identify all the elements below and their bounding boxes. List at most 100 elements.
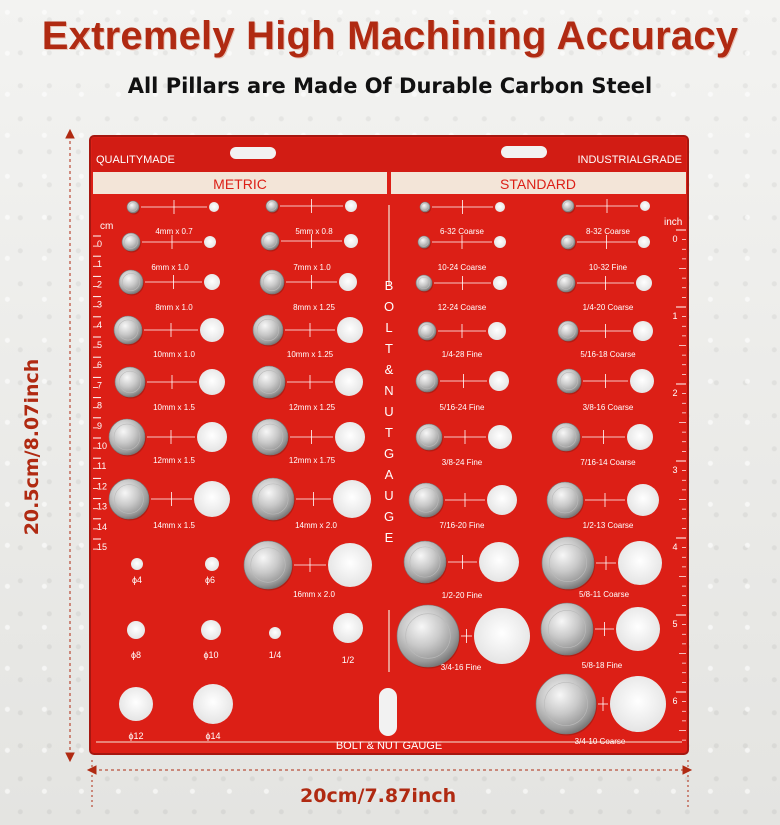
nut-hole	[339, 273, 357, 291]
size-label: 5/8-11 Coarse	[579, 590, 630, 599]
gauge-size-station: 4mm x 0.7	[126, 200, 219, 236]
nut-hole	[618, 541, 662, 585]
dimension-lines	[65, 128, 693, 808]
nut-hole	[640, 201, 650, 211]
inch-tick-label: 0	[672, 234, 677, 244]
bottom-label: BOLT & NUT GAUGE	[336, 740, 442, 752]
bolt-pillar	[535, 673, 597, 735]
nut-hole	[201, 620, 221, 640]
bolt-pillar	[541, 536, 595, 590]
gauge-size-station: 8mm x 1.0	[118, 269, 220, 312]
size-label: 5mm x 0.8	[295, 227, 333, 236]
inch-tick-label: 4	[672, 542, 677, 552]
size-label: 14mm x 2.0	[295, 521, 337, 530]
nut-hole	[193, 684, 233, 724]
bolt-pillar	[126, 200, 140, 214]
size-label: 8mm x 1.0	[155, 303, 193, 312]
gauge-size-station: 1/2-20 Fine	[403, 540, 519, 600]
nut-hole	[488, 322, 506, 340]
size-label: ϕ8	[131, 650, 141, 660]
nut-hole	[616, 607, 660, 651]
red-plate	[89, 135, 689, 755]
bolt-pillar	[396, 604, 460, 668]
gauge-size-station: 3/8-24 Fine	[415, 423, 512, 467]
size-label: 12mm x 1.5	[153, 456, 195, 465]
gauge-size-station: 10-32 Fine	[560, 234, 650, 272]
size-label: 4mm x 0.7	[155, 227, 193, 236]
cm-tick-label: 11	[97, 461, 106, 471]
page-title: Extremely High Machining Accuracy	[41, 14, 739, 58]
gauge-size-station: 1/4-20 Coarse	[556, 273, 652, 312]
plain-hole: ϕ8	[127, 621, 145, 660]
nut-hole	[333, 613, 363, 643]
nut-hole	[333, 480, 371, 518]
gauge-size-station: 8mm x 1.25	[259, 269, 357, 312]
nut-hole	[344, 234, 358, 248]
nut-hole	[638, 236, 650, 248]
gauge-size-station: 1/4-28 Fine	[417, 321, 506, 359]
gauge-size-station: 10mm x 1.25	[252, 314, 363, 359]
size-label: ϕ14	[205, 731, 220, 741]
industrialgrade-label: INDUSTRIALGRADE	[577, 154, 682, 166]
cm-tick-label: 1	[97, 259, 102, 269]
size-label: ϕ10	[203, 650, 218, 660]
size-label: 3/4-10 Coarse	[575, 737, 626, 746]
gauge-size-station: 10mm x 1.5	[114, 366, 225, 412]
gauge-size-station: 3/4-16 Fine	[396, 604, 530, 672]
gauge-size-station: 7/16-14 Coarse	[551, 422, 653, 467]
gauge-size-station: 12mm x 1.75	[251, 418, 365, 465]
nut-hole	[131, 558, 143, 570]
size-label: ϕ12	[128, 731, 143, 741]
size-label: ϕ6	[205, 575, 215, 585]
height-dimension: 20.5cm/8.07inch	[21, 358, 43, 536]
bolt-pillar	[417, 235, 431, 249]
inch-unit-label: inch	[664, 217, 682, 228]
nut-hole	[345, 200, 357, 212]
cm-tick-label: 4	[97, 320, 102, 330]
size-label: ϕ4	[132, 575, 142, 585]
bolt-pillar	[114, 366, 146, 398]
bolt-pillar	[561, 199, 575, 213]
bolt-pillar	[251, 477, 295, 521]
gauge-size-station: 7mm x 1.0	[260, 231, 358, 272]
bolt-pillar	[243, 540, 293, 590]
plain-hole: ϕ12	[119, 687, 153, 741]
inch-tick-label: 1	[672, 311, 677, 321]
nut-hole	[205, 557, 219, 571]
cm-tick-label: 8	[97, 401, 102, 411]
nut-hole	[269, 627, 281, 639]
gauge-size-station: 12mm x 1.5	[108, 418, 227, 465]
nut-hole	[335, 368, 363, 396]
nut-hole	[495, 202, 505, 212]
size-label: 3/8-16 Coarse	[583, 403, 634, 412]
page-subtitle: All Pillars are Made Of Durable Carbon S…	[127, 74, 653, 98]
plain-hole: 1/2	[333, 613, 363, 665]
cm-tick-label: 6	[97, 360, 102, 370]
size-label: 6mm x 1.0	[151, 263, 189, 272]
size-label: 7/16-20 Fine	[440, 521, 485, 530]
cm-tick-label: 9	[97, 421, 102, 431]
bolt-pillar	[252, 314, 284, 346]
width-dimension: 20cm/7.87inch	[300, 785, 457, 807]
size-label: 5/8-18 Fine	[582, 661, 623, 670]
cm-tick-label: 2	[97, 279, 102, 289]
gauge-size-station: 16mm x 2.0	[243, 540, 372, 599]
gauge-size-station: 5/16-18 Coarse	[557, 320, 653, 359]
nut-hole	[127, 621, 145, 639]
standard-header-band	[391, 172, 686, 194]
nut-hole	[487, 485, 517, 515]
cm-tick-label: 12	[97, 481, 107, 491]
nut-hole	[209, 202, 219, 212]
inch-ruler: inch 0 1 2 3 4 5 6	[664, 217, 686, 741]
nut-hole	[204, 274, 220, 290]
plain-hole: ϕ10	[201, 620, 221, 660]
nut-hole	[493, 276, 507, 290]
bolt-pillar	[403, 540, 447, 584]
metric-header: METRIC	[213, 176, 267, 192]
qualitymade-label: QUALITYMADE	[96, 154, 175, 166]
size-label: 10mm x 1.5	[153, 403, 195, 412]
pillar-grid: 4mm x 0.7 5mm x 0.8 6mm x 1.0 7mm x 1.0 8mm …	[108, 199, 666, 746]
gauge-size-station: 12-24 Coarse	[415, 274, 507, 312]
size-label: 3/8-24 Fine	[442, 458, 483, 467]
gauge-size-station: 5/8-11 Coarse	[541, 536, 662, 599]
